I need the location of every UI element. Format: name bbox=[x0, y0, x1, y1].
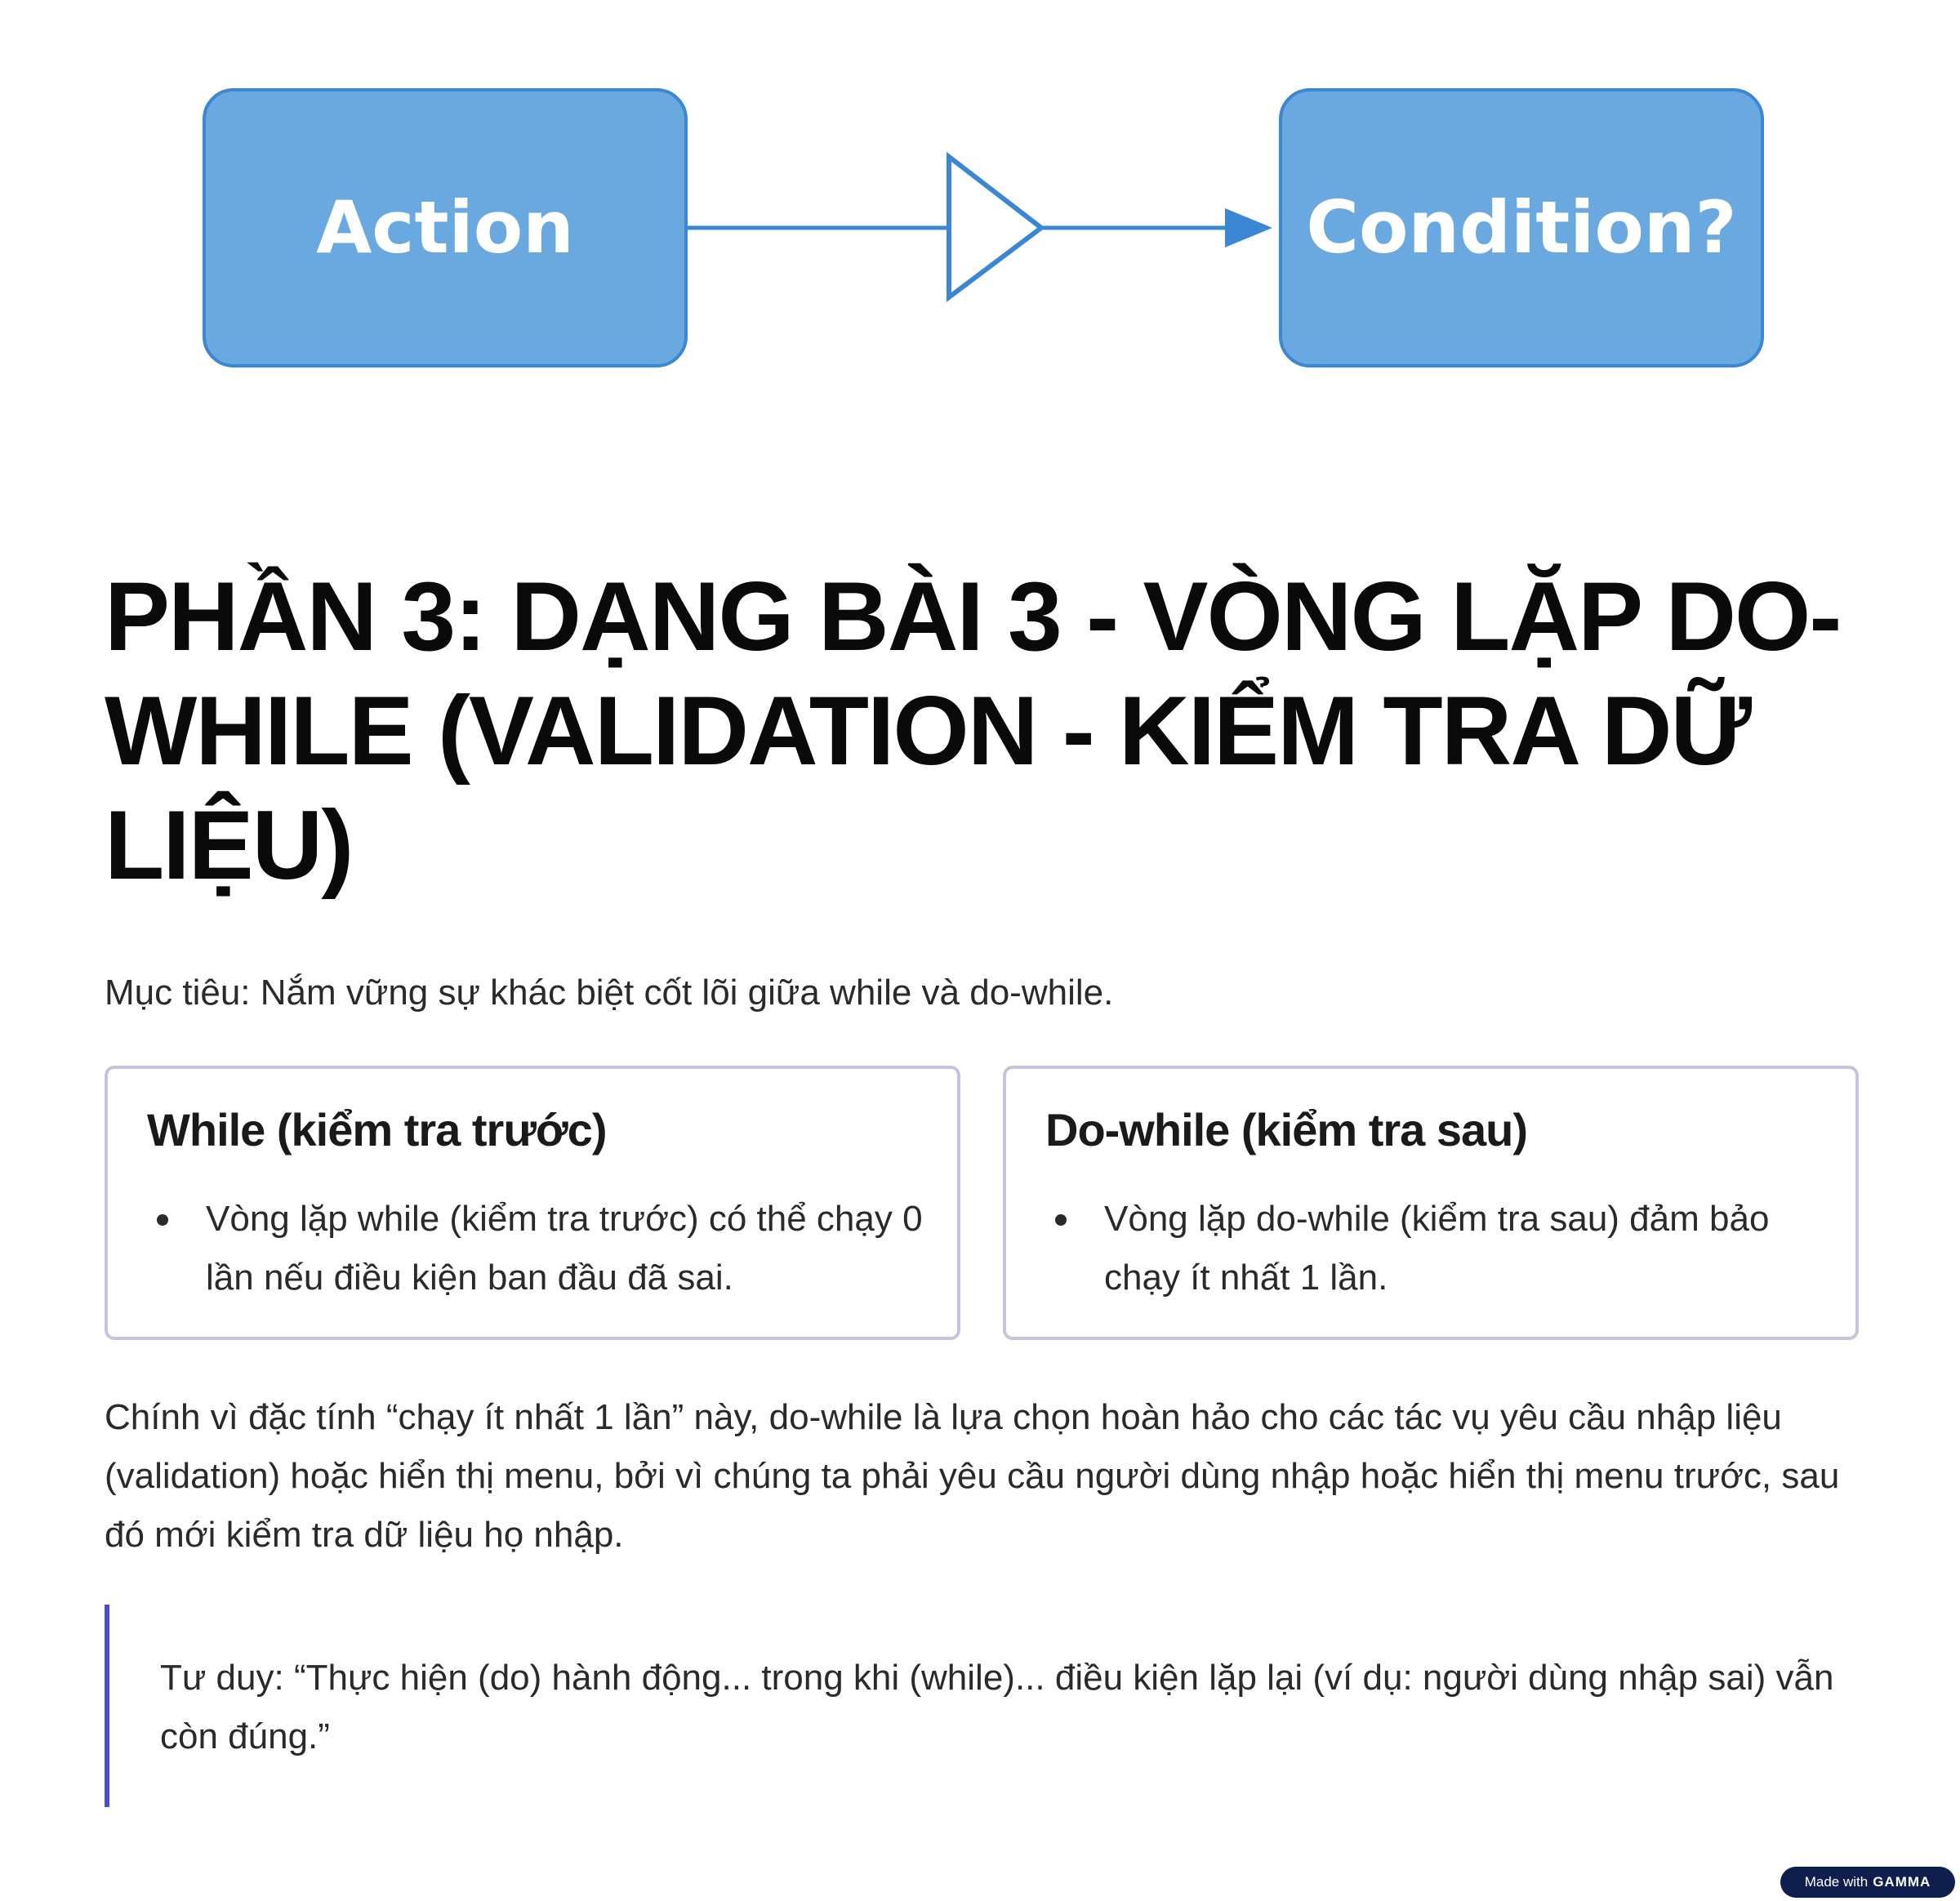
gamma-logo: GAMMA bbox=[1873, 1874, 1931, 1890]
condition-box-label: Condition? bbox=[1306, 185, 1736, 269]
connector-triangle-icon bbox=[947, 151, 1045, 303]
arrowhead-icon bbox=[1225, 208, 1272, 247]
page-title: PHẦN 3: DẠNG BÀI 3 - VÒNG LẶP DO-WHILE (… bbox=[105, 562, 1842, 900]
action-box-label: Action bbox=[316, 185, 574, 269]
do-while-card: Do-while (kiểm tra sau) Vòng lặp do-whil… bbox=[1003, 1066, 1859, 1340]
flow-diagram: Action Condition? bbox=[0, 0, 1960, 490]
made-with-gamma-badge[interactable]: Made with GAMMA bbox=[1780, 1867, 1955, 1898]
explanation-paragraph: Chính vì đặc tính “chạy ít nhất 1 lần” n… bbox=[105, 1397, 1840, 1555]
bullet-icon bbox=[1055, 1214, 1067, 1226]
condition-box bbox=[1279, 88, 1764, 367]
do-while-card-heading: Do-while (kiểm tra sau) bbox=[1045, 1104, 1528, 1155]
do-while-card-bullet-text: Vòng lặp do-while (kiểm tra sau) đảm bảo… bbox=[1104, 1199, 1770, 1298]
while-card: While (kiểm tra trước) Vòng lặp while (k… bbox=[105, 1066, 960, 1340]
do-while-card-list: Vòng lặp do-while (kiểm tra sau) đảm bảo… bbox=[1045, 1190, 1829, 1307]
objective-text: Mục tiêu: Nắm vững sự khác biệt cốt lõi … bbox=[105, 973, 1114, 1013]
while-card-list: Vòng lặp while (kiểm tra trước) có thể c… bbox=[147, 1190, 931, 1307]
quote-text: Tư duy: “Thực hiện (do) hành động... tro… bbox=[160, 1658, 1834, 1756]
badge-made-with-text: Made with bbox=[1804, 1874, 1869, 1890]
flow-diagram-svg: Action Condition? bbox=[203, 88, 1764, 367]
while-card-heading: While (kiểm tra trước) bbox=[147, 1104, 607, 1155]
list-item: Vòng lặp while (kiểm tra trước) có thể c… bbox=[147, 1190, 931, 1307]
blockquote: Tư duy: “Thực hiện (do) hành động... tro… bbox=[105, 1605, 1869, 1807]
bullet-icon bbox=[157, 1214, 168, 1226]
while-card-bullet-text: Vòng lặp while (kiểm tra trước) có thể c… bbox=[206, 1199, 923, 1298]
list-item: Vòng lặp do-while (kiểm tra sau) đảm bảo… bbox=[1045, 1190, 1829, 1307]
